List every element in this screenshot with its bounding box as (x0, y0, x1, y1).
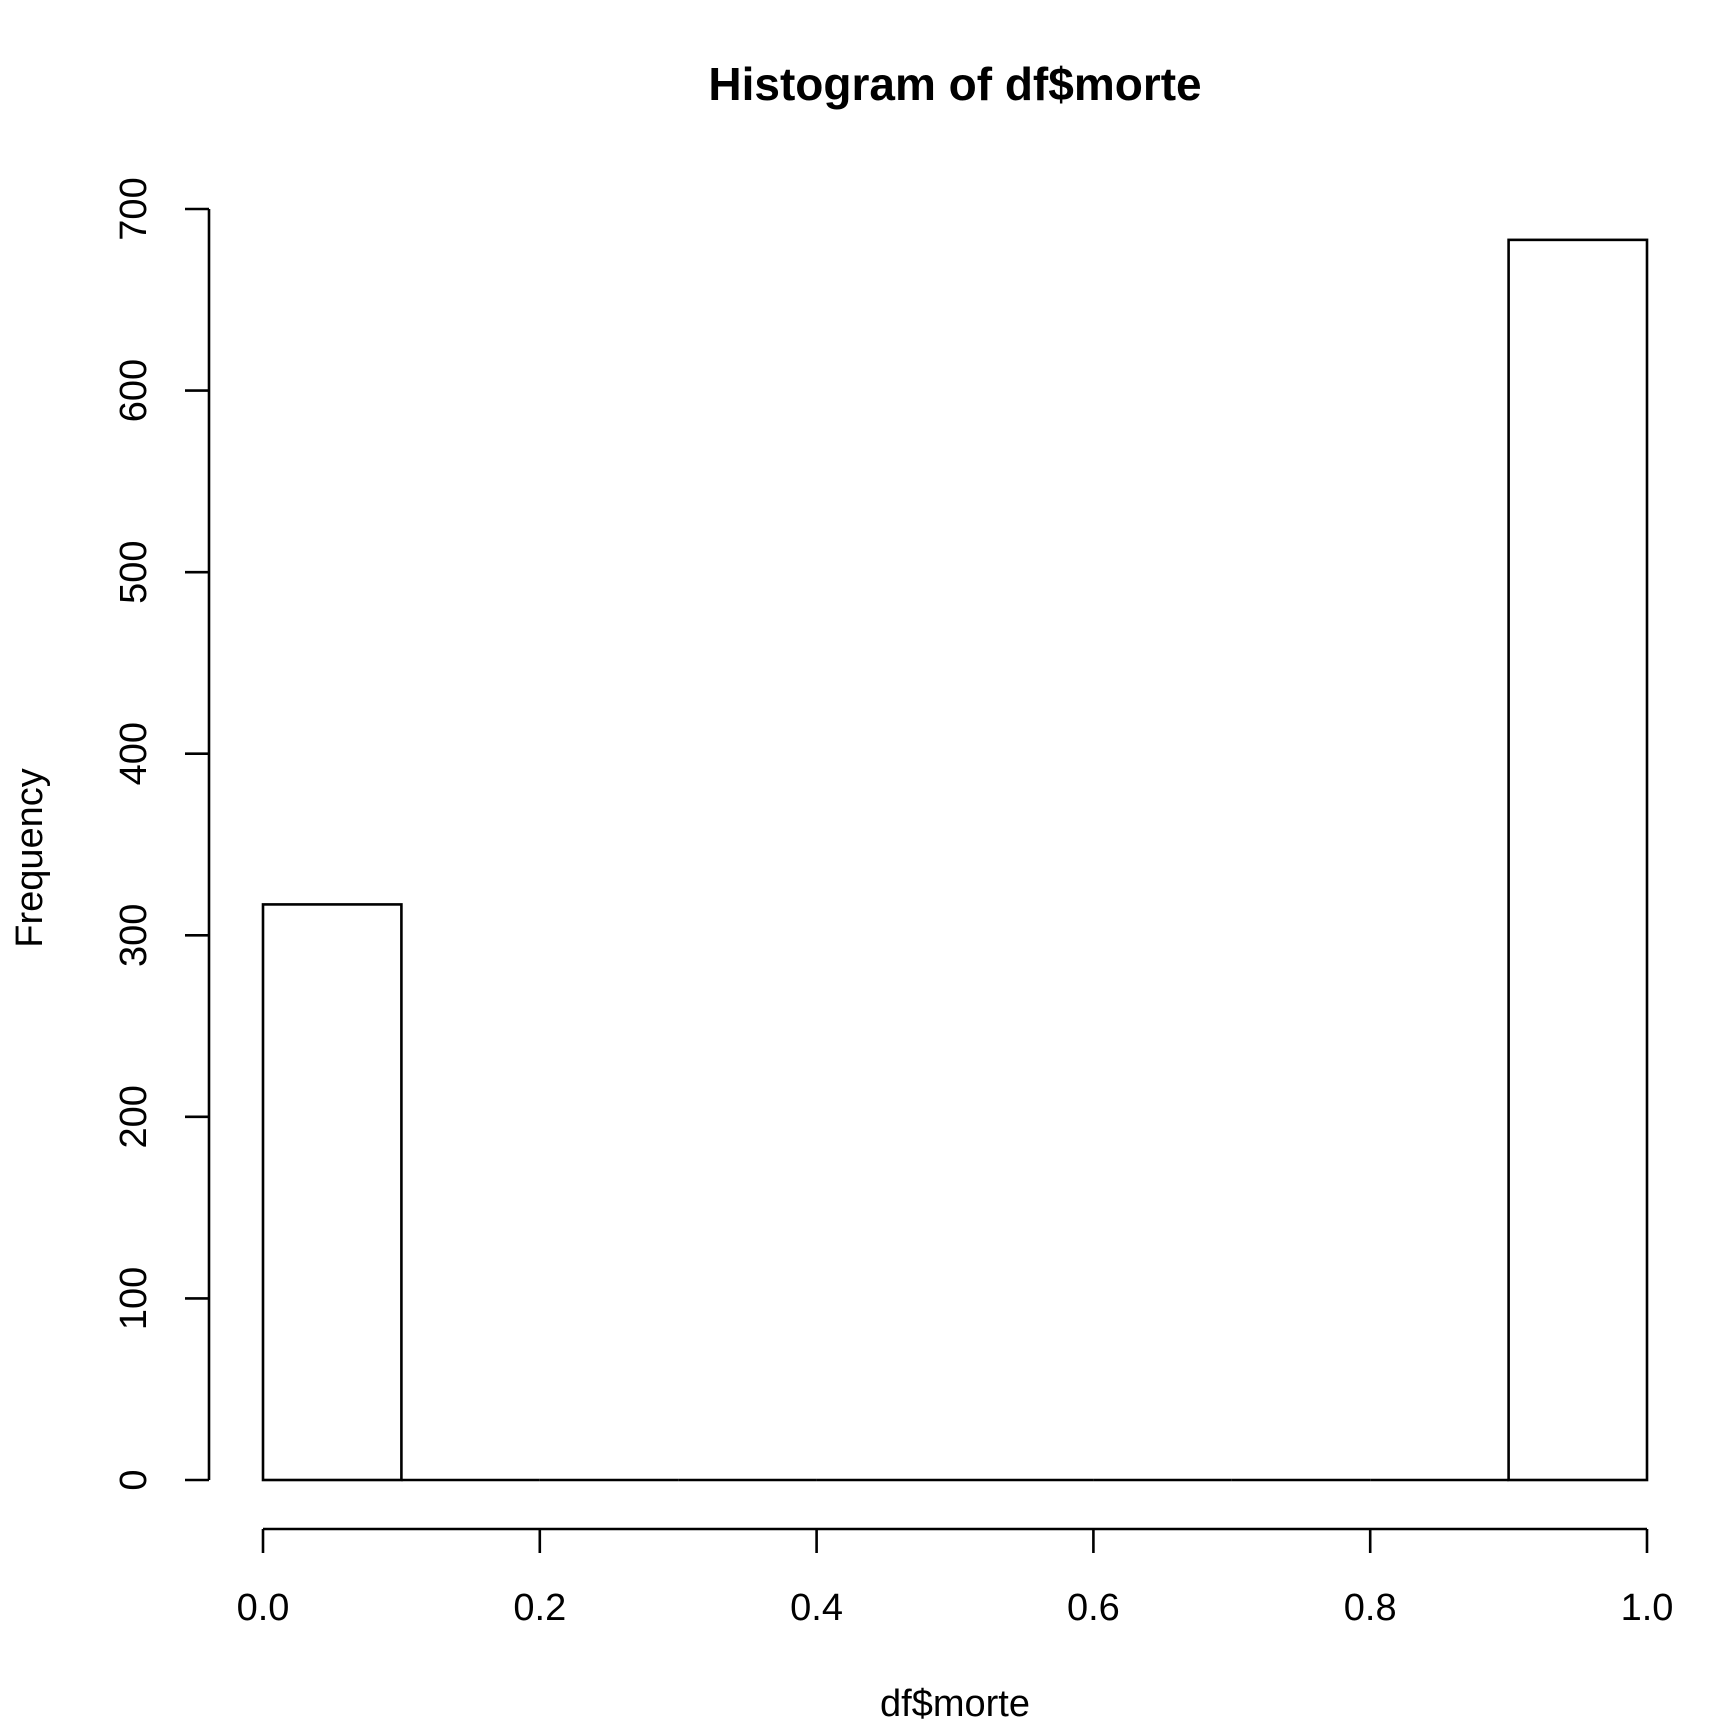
y-tick-label: 500 (113, 540, 155, 603)
x-tick-label: 0.2 (513, 1587, 566, 1629)
x-axis-label: df$morte (880, 1683, 1030, 1725)
x-tick-label: 0.8 (1344, 1587, 1397, 1629)
y-tick-label: 400 (113, 722, 155, 785)
chart-title: Histogram of df$morte (708, 58, 1201, 110)
histogram-bar (1507, 238, 1649, 1482)
y-tick-label: 300 (113, 904, 155, 967)
y-tick-label: 600 (113, 359, 155, 422)
histogram-bar (261, 903, 403, 1482)
y-axis: 0 100 200 300 400 500 600 700 (113, 177, 211, 1491)
bars (261, 238, 1649, 1482)
x-tick-label: 0.6 (1067, 1587, 1120, 1629)
x-tick-label: 1.0 (1621, 1587, 1674, 1629)
y-axis-label: Frequency (9, 768, 51, 948)
y-tick-label: 100 (113, 1267, 155, 1330)
y-tick-label: 700 (113, 177, 155, 240)
x-axis: 0.0 0.2 0.4 0.6 0.8 1.0 (237, 1527, 1674, 1629)
y-tick-label: 200 (113, 1085, 155, 1148)
x-tick-label: 0.4 (790, 1587, 843, 1629)
x-tick-label: 0.0 (237, 1587, 290, 1629)
y-tick-label: 0 (113, 1469, 155, 1490)
